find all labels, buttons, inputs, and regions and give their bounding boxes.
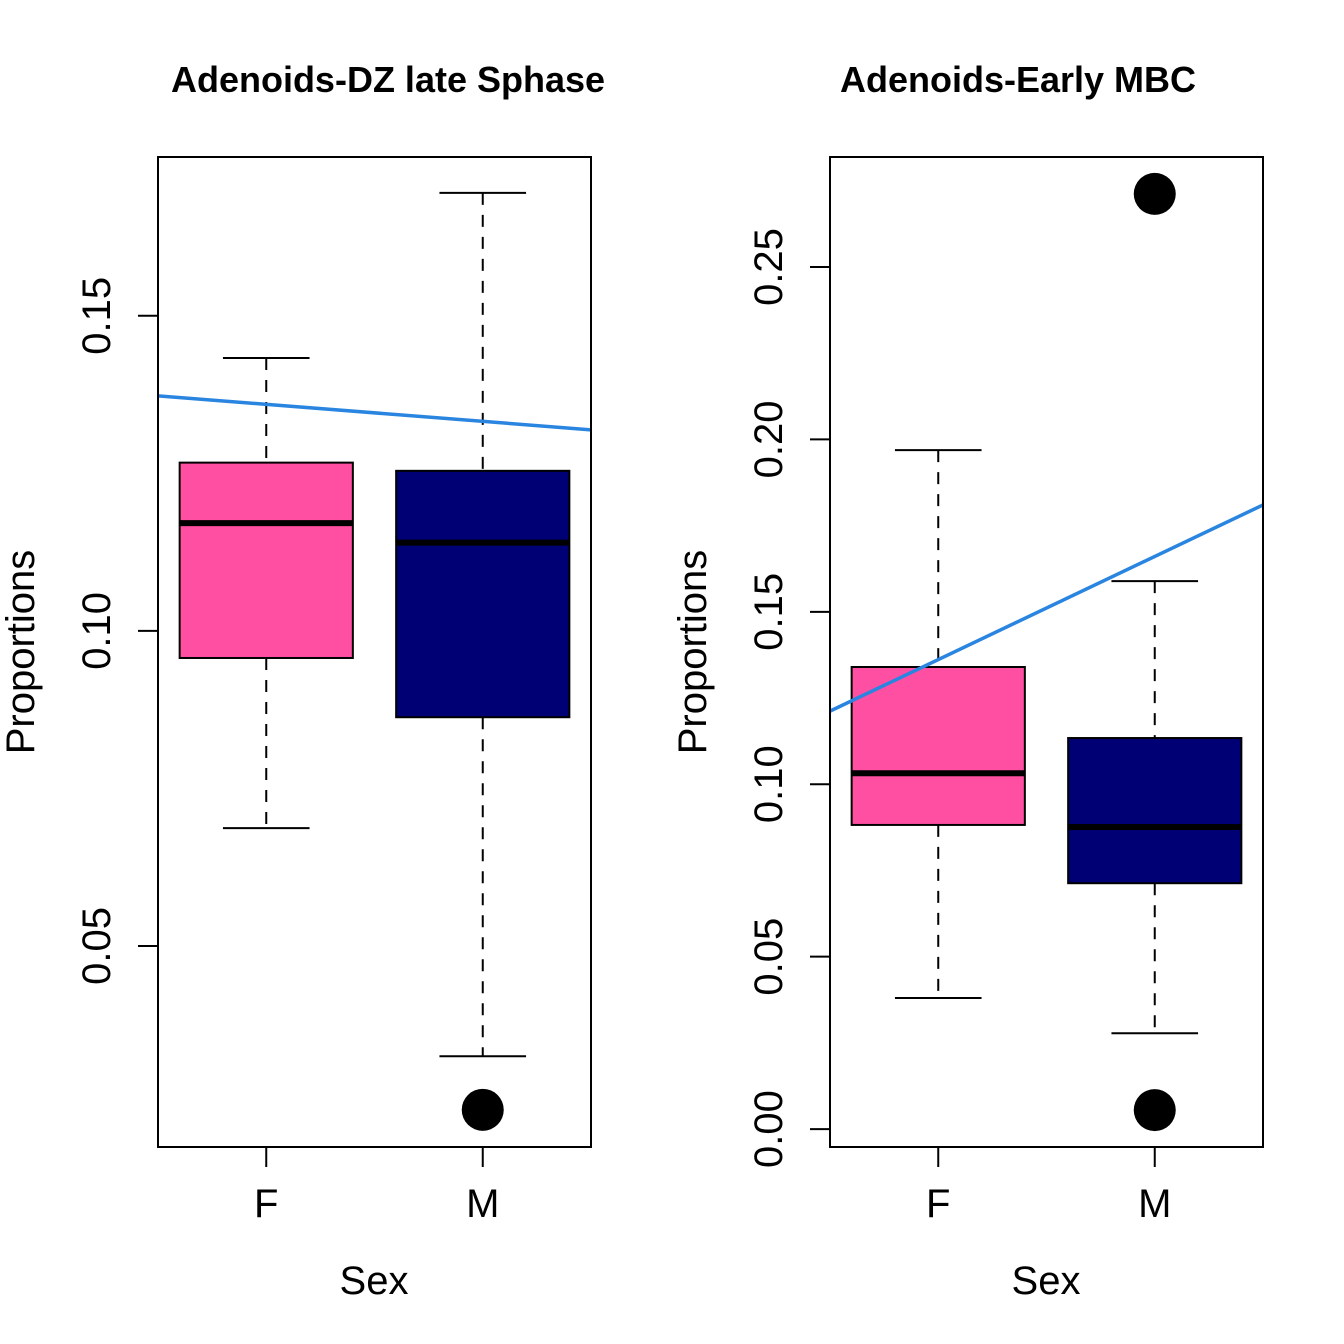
outlier-point	[1133, 172, 1176, 215]
outlier-point	[1133, 1089, 1176, 1132]
box-f	[850, 666, 1026, 826]
x-tick-label: F	[254, 1182, 278, 1226]
y-tick-label: 0.05	[75, 907, 119, 985]
trend-line	[157, 394, 592, 432]
plot-marks: 0.05 0.10 0.15 F M	[75, 156, 592, 1226]
y-tick-label: 0.10	[75, 592, 119, 670]
y-tick-label: 0.25	[747, 228, 791, 306]
x-tick-label: F	[926, 1182, 950, 1226]
trend-line	[829, 503, 1264, 713]
panel-early-mbc: Adenoids-Early MBC Sex Proportions 0.000…	[671, 59, 1264, 1303]
y-axis-label: Proportions	[671, 550, 715, 755]
plot-frame	[157, 156, 592, 1148]
panel-dz-late-sphase: Adenoids-DZ late Sphase Sex Proportions …	[0, 59, 605, 1303]
chart-title: Adenoids-DZ late Sphase	[171, 59, 605, 100]
plot-frame	[829, 156, 1264, 1148]
x-axis-label: Sex	[1012, 1259, 1081, 1303]
y-tick-label: 0.00	[747, 1090, 791, 1168]
y-tick-label: 0.10	[747, 745, 791, 823]
y-tick-label: 0.15	[747, 573, 791, 651]
y-axis-label: Proportions	[0, 550, 43, 755]
plot-marks: 0.00 0.05 0.10 0.15 0.20 0.25 F M	[747, 156, 1264, 1226]
x-tick-label: M	[466, 1182, 499, 1226]
outlier-point	[461, 1088, 504, 1131]
y-tick-label: 0.05	[747, 918, 791, 996]
x-tick-label: M	[1138, 1182, 1171, 1226]
y-tick-label: 0.15	[75, 277, 119, 355]
box-m	[1067, 737, 1243, 885]
box-f	[178, 461, 354, 659]
chart-title: Adenoids-Early MBC	[840, 59, 1196, 100]
x-axis-label: Sex	[340, 1259, 409, 1303]
box-m	[395, 469, 571, 719]
y-tick-label: 0.20	[747, 400, 791, 478]
